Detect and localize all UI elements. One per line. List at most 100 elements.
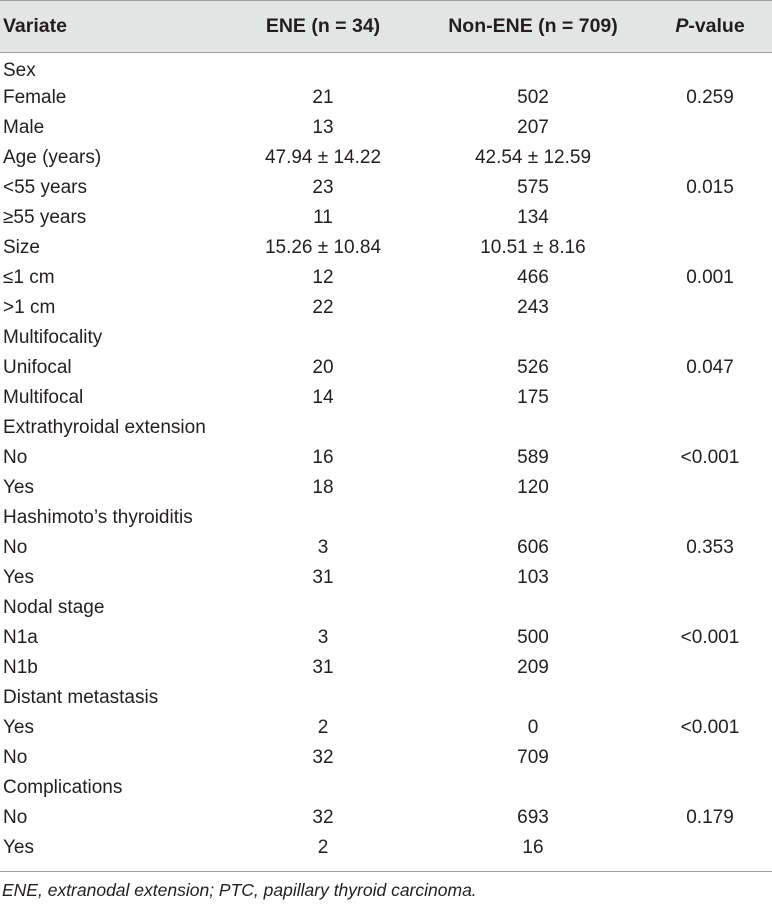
header-p-rest: -value	[688, 15, 745, 37]
row-non-ene-cell: 575	[517, 176, 549, 198]
row-non-ene-cell: 103	[517, 566, 549, 588]
row-variate-cell: Nodal stage	[3, 596, 105, 618]
table-row: N1b 31 209	[0, 653, 772, 683]
header-variate: Variate	[0, 0, 228, 53]
row-variate-cell: Multifocality	[3, 326, 103, 348]
row-p-value-cell	[648, 233, 772, 263]
row-ene-cell	[228, 593, 418, 623]
table-row: Male 13 207	[0, 113, 772, 143]
row-variate-cell: Hashimoto’s thyroiditis	[3, 506, 193, 528]
row-non-ene-cell: 0	[527, 716, 539, 738]
row-non-ene-cell: 16	[522, 836, 544, 858]
table-row: Extrathyroidal extension	[0, 413, 772, 443]
row-p-value-cell	[648, 683, 772, 713]
row-non-ene-cell: 175	[517, 386, 549, 408]
row-variate-cell: ≤1 cm	[3, 266, 55, 288]
row-ene-cell: 31	[312, 566, 334, 588]
table-row: No 16 589 <0.001	[0, 443, 772, 473]
row-p-value-cell: 0.179	[686, 806, 734, 828]
row-p-value-cell	[648, 293, 772, 323]
row-p-value-cell	[648, 53, 772, 83]
table-footnote: ENE, extranodal extension; PTC, papillar…	[2, 879, 477, 900]
table-body: Sex Female 21 502 0.259 Male 13 207 Age (years) 4…	[0, 53, 772, 871]
row-p-value-cell: 0.047	[686, 356, 734, 378]
header-non-ene: Non-ENE (n = 709)	[418, 0, 648, 53]
row-ene-cell	[228, 413, 418, 443]
row-variate-cell: No	[3, 806, 28, 828]
row-p-value-cell	[648, 563, 772, 593]
row-ene-cell: 20	[312, 356, 334, 378]
bottom-rule	[0, 870, 772, 872]
row-ene-cell: 32	[312, 806, 334, 828]
row-variate-cell: Unifocal	[3, 356, 72, 378]
row-ene-cell: 21	[312, 86, 334, 108]
row-non-ene-cell: 502	[517, 86, 549, 108]
row-ene-cell: 31	[312, 656, 334, 678]
row-ene-cell: 18	[312, 476, 334, 498]
table-row: Yes 2 0 <0.001	[0, 713, 772, 743]
table-row: Yes 2 16	[0, 833, 772, 871]
row-p-value-cell	[648, 833, 772, 871]
row-non-ene-cell: 120	[517, 476, 549, 498]
header-p-italic: P	[675, 15, 689, 37]
row-p-value-cell: 0.353	[686, 536, 734, 558]
row-variate-cell: Sex	[3, 59, 36, 81]
row-p-value-cell	[648, 413, 772, 443]
row-non-ene-cell: 134	[517, 206, 549, 228]
row-variate-cell: No	[3, 446, 28, 468]
row-non-ene-cell: 526	[517, 356, 549, 378]
row-p-value-cell: 0.001	[686, 266, 734, 288]
table-row: No 3 606 0.353	[0, 533, 772, 563]
table-row: Distant metastasis	[0, 683, 772, 713]
row-ene-cell: 12	[312, 266, 334, 288]
row-non-ene-cell: 10.51 ± 8.16	[480, 236, 586, 258]
row-non-ene-cell: 606	[517, 536, 549, 558]
row-variate-cell: Female	[3, 86, 67, 108]
table-row: ≥55 years 11 134	[0, 203, 772, 233]
row-variate-cell: ≥55 years	[3, 206, 87, 228]
row-non-ene-cell	[418, 323, 648, 353]
table-row: Female 21 502 0.259	[0, 83, 772, 113]
row-variate-cell: Complications	[3, 776, 123, 798]
table-row: Sex	[0, 53, 772, 83]
row-ene-cell	[228, 683, 418, 713]
table-row: Complications	[0, 773, 772, 803]
row-ene-cell: 3	[317, 626, 329, 648]
row-variate-cell: No	[3, 536, 28, 558]
row-ene-cell: 3	[317, 536, 329, 558]
row-variate-cell: Distant metastasis	[3, 686, 159, 708]
row-variate-cell: N1a	[3, 626, 38, 648]
header-row: Variate ENE (n = 34) Non-ENE (n = 709) P…	[0, 0, 772, 53]
row-non-ene-cell: 693	[517, 806, 549, 828]
table-row: ≤1 cm 12 466 0.001	[0, 263, 772, 293]
row-p-value-cell: 0.259	[686, 86, 734, 108]
row-variate-cell: Yes	[3, 716, 34, 738]
row-p-value-cell	[648, 473, 772, 503]
row-p-value-cell	[648, 653, 772, 683]
row-non-ene-cell: 207	[517, 116, 549, 138]
row-ene-cell: 16	[312, 446, 334, 468]
row-non-ene-cell: 243	[517, 296, 549, 318]
row-ene-cell: 23	[312, 176, 334, 198]
row-p-value-cell	[648, 383, 772, 413]
row-variate-cell: Male	[3, 116, 45, 138]
row-non-ene-cell	[418, 53, 648, 83]
row-variate-cell: Yes	[3, 476, 34, 498]
row-ene-cell: 32	[312, 746, 334, 768]
table-header: Variate ENE (n = 34) Non-ENE (n = 709) P…	[0, 0, 772, 53]
row-variate-cell: N1b	[3, 656, 38, 678]
table-row: Multifocal 14 175	[0, 383, 772, 413]
row-ene-cell: 47.94 ± 14.22	[264, 146, 382, 168]
row-variate-cell: Extrathyroidal extension	[3, 416, 206, 438]
row-p-value-cell: <0.001	[680, 626, 740, 648]
row-p-value-cell	[648, 203, 772, 233]
row-ene-cell: 2	[317, 836, 329, 858]
row-ene-cell	[228, 503, 418, 533]
row-p-value-cell: <0.001	[680, 446, 740, 468]
row-variate-cell: <55 years	[3, 176, 87, 198]
results-table: Variate ENE (n = 34) Non-ENE (n = 709) P…	[0, 0, 772, 871]
row-variate-cell: Age (years)	[3, 146, 102, 168]
row-p-value-cell: 0.015	[686, 176, 734, 198]
row-ene-cell: 2	[317, 716, 329, 738]
table-row: Size 15.26 ± 10.84 10.51 ± 8.16	[0, 233, 772, 263]
